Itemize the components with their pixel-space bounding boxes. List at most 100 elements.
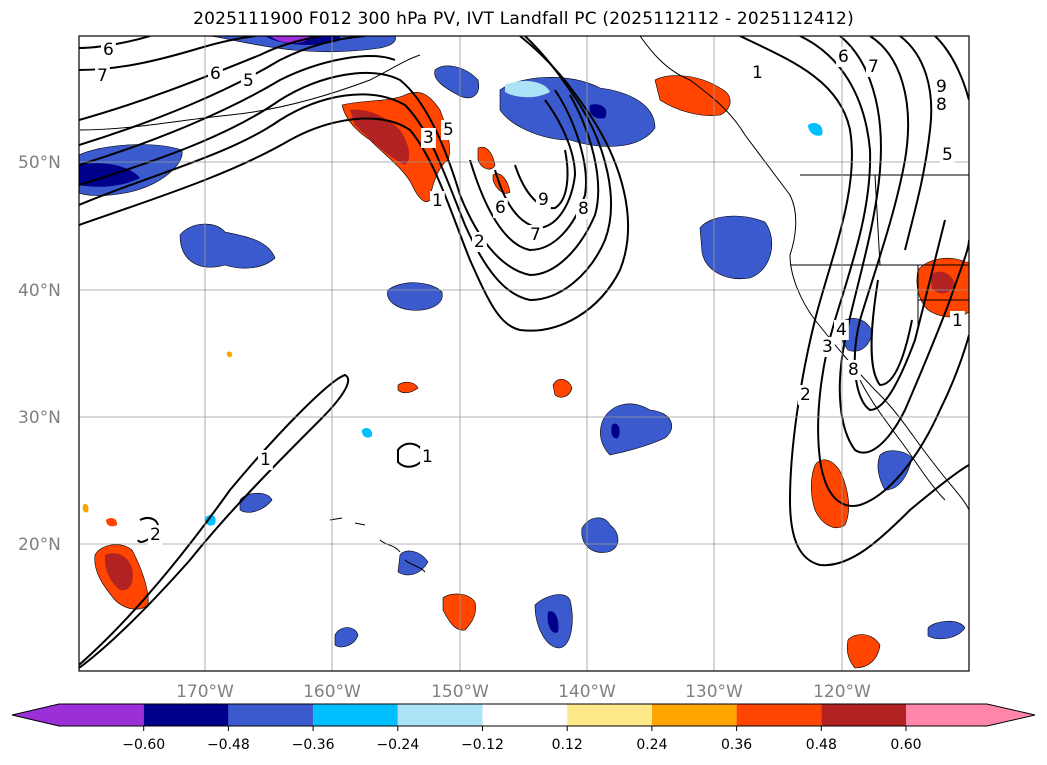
latitude-labels: 50°N 40°N 30°N 20°N — [18, 153, 61, 555]
colorbar-outline — [11, 703, 1036, 727]
colorbar-tick-label: −0.36 — [292, 737, 335, 753]
pos-patch — [106, 517, 118, 527]
alaska-coast — [79, 54, 421, 131]
map-frame — [78, 35, 970, 672]
contour-label: 2 — [800, 385, 811, 405]
contour-label-halo — [148, 525, 163, 545]
colorbar-tick-label: 0.60 — [890, 737, 921, 753]
colorbar-ticks — [143, 726, 907, 731]
contour-label: 7 — [97, 66, 108, 86]
pos-patch — [552, 379, 573, 398]
contour-label-halo — [95, 66, 110, 86]
lon-label-150w: 150°W — [431, 682, 489, 702]
hawaii-islands — [329, 517, 426, 573]
contour-label: 3 — [423, 128, 434, 148]
contour-label-halo — [940, 145, 955, 165]
pos-patch — [82, 503, 89, 513]
contour-line — [79, 36, 630, 332]
neg-patch — [334, 627, 359, 648]
pos-patch — [477, 146, 496, 170]
colorbar-bin — [397, 704, 483, 726]
neg-patch — [204, 514, 216, 526]
contour-label: 5 — [942, 145, 953, 165]
neg-patch — [808, 123, 823, 136]
contour-label-halo — [241, 71, 256, 91]
contour-label: 6 — [103, 40, 114, 60]
neg-patch — [505, 80, 550, 98]
contour-label-halo — [420, 447, 435, 467]
pos-patch — [846, 634, 881, 669]
colorbar-bin — [313, 704, 398, 726]
contour-label-halo — [576, 199, 591, 219]
contour-label-halo — [750, 63, 765, 83]
contour-line — [799, 36, 969, 507]
colorbar-extend-high — [987, 704, 1035, 726]
contour-label-halo — [421, 128, 436, 148]
contour-label: 2 — [474, 232, 485, 252]
neg-patch — [434, 65, 480, 99]
colorbar-extend-low — [12, 704, 59, 726]
chart-title: 2025111900 F012 300 hPa PV, IVT Landfall… — [193, 9, 854, 29]
us-state-borders — [790, 174, 969, 330]
colorbar-tick-label: −0.48 — [207, 737, 250, 753]
contour-line — [79, 36, 569, 210]
contour-label-halo — [208, 64, 223, 84]
contour-label-halo — [846, 360, 861, 380]
contour-label: 5 — [243, 71, 254, 91]
neg-patch — [589, 104, 607, 119]
colorbar: −0.60 −0.48 −0.36 −0.24 −0.12 0.12 0.24 … — [11, 703, 1036, 753]
pos-patch — [930, 271, 955, 294]
lat-label-40n: 40°N — [18, 281, 61, 301]
lon-label-140w: 140°W — [558, 682, 616, 702]
pos-patch — [226, 351, 233, 358]
contour-line — [79, 71, 600, 277]
contour-label: 4 — [836, 320, 847, 340]
contour-label: 3 — [822, 337, 833, 357]
contour-label: 1 — [752, 63, 763, 83]
positive-anomaly-patches — [82, 75, 969, 669]
lon-label-160w: 160°W — [303, 682, 361, 702]
lon-label-170w: 170°W — [176, 682, 234, 702]
contour-label-halo — [934, 77, 949, 97]
colorbar-tick-label: −0.12 — [461, 737, 504, 753]
contour-label-halo — [934, 95, 949, 115]
contour-label-halo — [528, 225, 543, 245]
contour-label-halo — [441, 120, 456, 140]
colorbar-bin — [736, 704, 822, 726]
contour-label-halo — [430, 191, 445, 211]
contour-label-halo — [493, 198, 508, 218]
contour-label-halo — [798, 385, 813, 405]
north-america-coast — [639, 36, 969, 511]
pos-patch — [654, 75, 731, 116]
colorbar-tick-label: −0.60 — [122, 737, 165, 753]
colorbar-bin — [567, 704, 652, 726]
lon-label-120w: 120°W — [813, 682, 871, 702]
contour-label: 6 — [210, 64, 221, 84]
pos-patch — [350, 109, 410, 165]
contour-line — [79, 36, 577, 230]
neg-patch — [179, 223, 276, 269]
colorbar-bin — [821, 704, 906, 726]
colorbar-tick-label: 0.24 — [636, 737, 667, 753]
contour-label-halo — [101, 40, 116, 60]
contour-label: 9 — [538, 190, 549, 210]
neg-patch — [877, 450, 913, 491]
contour-label: 2 — [150, 525, 161, 545]
contour-label: 6 — [495, 198, 506, 218]
contour-label: 1 — [422, 447, 433, 467]
contour-label-halo — [258, 450, 273, 470]
contour-label-halo — [536, 190, 551, 210]
pos-patch — [104, 553, 133, 591]
neg-patch — [611, 423, 620, 439]
colorbar-tick-label: 0.36 — [721, 737, 752, 753]
map-background — [79, 36, 969, 671]
neg-patch — [361, 428, 373, 438]
contour-label: 6 — [838, 47, 849, 67]
contour-label-halo — [866, 57, 881, 77]
colorbar-bin — [482, 704, 568, 726]
neg-patch — [927, 620, 966, 640]
contour-label-halo — [834, 320, 849, 340]
contour-label: 7 — [530, 225, 541, 245]
colorbar-bin — [59, 704, 144, 726]
